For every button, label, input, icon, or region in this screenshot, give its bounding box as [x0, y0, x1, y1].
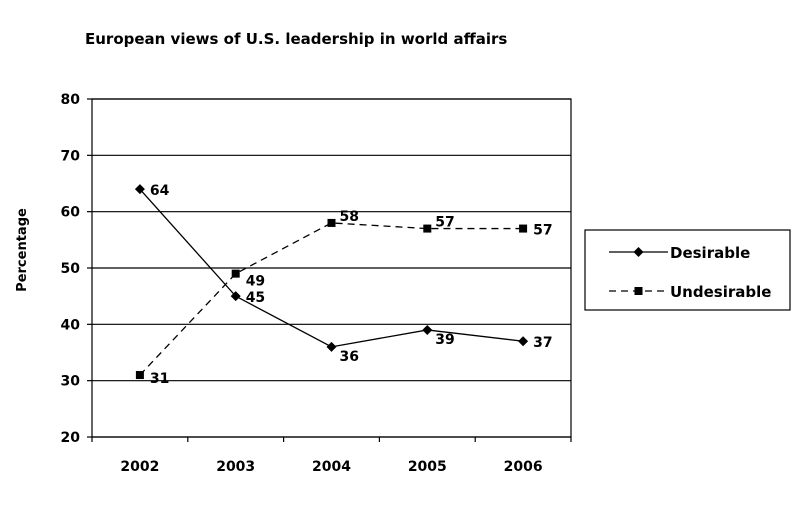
data-point	[518, 336, 529, 347]
y-tick-label: 70	[61, 148, 81, 164]
data-label: 57	[533, 223, 552, 239]
x-tick-label: 2005	[408, 459, 447, 475]
series-line-undesirable	[139, 222, 524, 376]
data-label: 64	[150, 183, 170, 199]
data-point	[327, 218, 336, 227]
data-point	[422, 324, 433, 335]
axes	[87, 98, 572, 442]
legend-swatch-marker	[633, 247, 644, 257]
chart-title: European views of U.S. leadership in wor…	[85, 30, 507, 48]
y-tick-label: 20	[61, 430, 81, 446]
legend-label: Undesirable	[670, 283, 771, 301]
legend: Desirable Undesirable	[584, 229, 791, 311]
legend-box	[584, 229, 791, 311]
y-tick-label: 40	[61, 317, 81, 333]
data-label: 37	[533, 335, 552, 351]
data-label: 49	[246, 274, 265, 290]
x-tick-labels: 2002 2003 2004 2005 2006	[120, 459, 542, 475]
x-tick-label: 2002	[120, 459, 159, 475]
series-desirable: 64 45 36 39 37	[134, 183, 553, 365]
data-point	[326, 341, 337, 352]
data-label: 45	[246, 290, 265, 306]
data-label: 36	[340, 349, 359, 365]
legend-entry-undesirable: Undesirable	[609, 283, 771, 301]
data-point	[134, 184, 145, 195]
y-tick-label: 50	[61, 261, 81, 277]
legend-swatch-marker	[634, 287, 643, 295]
y-tick-label: 30	[61, 374, 81, 390]
data-point	[423, 224, 432, 233]
data-point	[230, 291, 241, 302]
data-point	[519, 224, 528, 233]
y-tick-labels: 20 30 40 50 60 70 80	[61, 92, 81, 446]
data-point	[135, 371, 144, 380]
x-tick-label: 2003	[216, 459, 255, 475]
data-point	[231, 269, 240, 278]
plot-frame	[91, 98, 572, 438]
series-undesirable: 31 49 58 57 57	[135, 209, 553, 387]
legend-entry-desirable: Desirable	[609, 244, 750, 262]
x-tick-label: 2006	[504, 459, 543, 475]
data-label: 57	[435, 215, 454, 231]
series: 64 45 36 39 37 31 49 58 57 57	[134, 183, 553, 387]
data-label: 58	[340, 209, 359, 225]
data-label: 31	[150, 371, 169, 387]
y-axis-label: Percentage	[15, 208, 30, 292]
data-label: 39	[435, 332, 454, 348]
y-tick-label: 80	[61, 92, 81, 108]
x-tick-label: 2004	[312, 459, 351, 475]
y-tick-label: 60	[61, 205, 81, 221]
legend-label: Desirable	[670, 244, 750, 262]
